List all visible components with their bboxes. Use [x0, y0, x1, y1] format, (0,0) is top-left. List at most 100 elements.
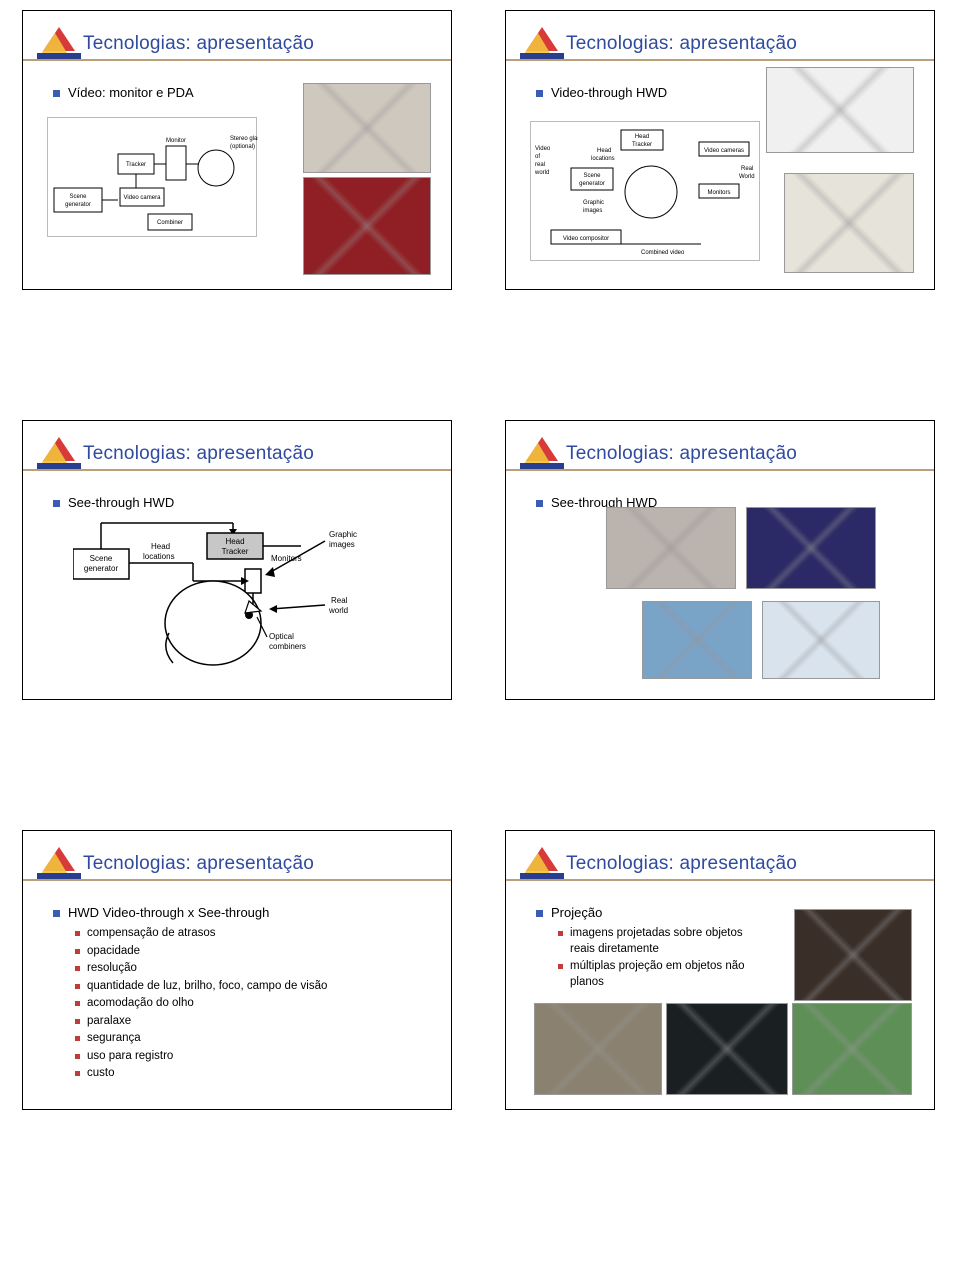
svg-text:Real: Real — [741, 166, 753, 172]
slide-title: Tecnologias: apresentação — [83, 443, 314, 465]
svg-text:Video camera: Video camera — [124, 195, 162, 201]
slide-1: Tecnologias: apresentação Vídeo: monitor… — [22, 10, 452, 290]
slide-3: Tecnologias: apresentação See-through HW… — [22, 420, 452, 700]
bullet-level2: opacidade — [75, 944, 431, 960]
slide-body: Projeção imagens projetadas sobre objeto… — [526, 897, 914, 1006]
svg-text:Monitors: Monitors — [271, 554, 302, 563]
bullet-level1: Projeção — [536, 905, 784, 920]
bullet-square-icon — [75, 1001, 80, 1006]
bullet-square-icon — [75, 1019, 80, 1024]
svg-text:Optical: Optical — [269, 632, 294, 641]
svg-text:Stereo glasses: Stereo glasses — [230, 136, 258, 142]
svg-text:generator: generator — [579, 181, 605, 187]
bullet-level2: resolução — [75, 961, 431, 977]
svg-text:Monitor: Monitor — [166, 138, 186, 144]
header-rule — [506, 59, 934, 61]
svg-text:Scene: Scene — [90, 554, 113, 563]
slide-2: Tecnologias: apresentação Video-through … — [505, 10, 935, 290]
bullet-square-icon — [536, 90, 543, 97]
svg-text:generator: generator — [84, 564, 119, 573]
svg-text:Head: Head — [151, 542, 170, 551]
bullet-text: resolução — [87, 961, 137, 977]
svg-text:Video: Video — [535, 146, 551, 152]
image-placeholder — [534, 1003, 662, 1095]
slide-title: Tecnologias: apresentação — [566, 853, 797, 875]
slide-header: Tecnologias: apresentação — [43, 439, 431, 487]
svg-text:locations: locations — [591, 156, 615, 162]
svg-text:Scene: Scene — [583, 173, 601, 179]
svg-text:Combined video: Combined video — [641, 250, 685, 256]
svg-text:generator: generator — [65, 202, 91, 208]
svg-text:Real: Real — [331, 596, 348, 605]
bullet-text: See-through HWD — [68, 495, 174, 510]
bullet-square-icon — [536, 500, 543, 507]
bullet-square-icon — [75, 984, 80, 989]
svg-text:world: world — [328, 606, 348, 615]
bullet-level2: compensação de atrasos — [75, 926, 431, 942]
slide-title: Tecnologias: apresentação — [566, 443, 797, 465]
slide-4: Tecnologias: apresentação See-through HW… — [505, 420, 935, 700]
svg-text:Graphic: Graphic — [329, 530, 357, 539]
svg-text:Tracker: Tracker — [222, 547, 249, 556]
svg-text:World: World — [739, 174, 755, 180]
svg-text:Head: Head — [225, 537, 244, 546]
bullet-square-icon — [53, 500, 60, 507]
slide-title: Tecnologias: apresentação — [566, 33, 797, 55]
svg-text:Video cameras: Video cameras — [704, 148, 744, 154]
slide-title: Tecnologias: apresentação — [83, 853, 314, 875]
image-placeholder — [642, 601, 752, 679]
svg-text:Graphic: Graphic — [583, 200, 604, 206]
svg-text:Video compositor: Video compositor — [563, 236, 609, 242]
bullet-square-icon — [75, 1054, 80, 1059]
svg-text:world: world — [534, 170, 549, 176]
slide-header: Tecnologias: apresentação — [43, 29, 431, 77]
bullet-text: custo — [87, 1066, 115, 1082]
bullet-text: Projeção — [551, 905, 602, 920]
bullet-square-icon — [75, 966, 80, 971]
bullet-text: uso para registro — [87, 1049, 173, 1065]
slide-6: Tecnologias: apresentação Projeção image… — [505, 830, 935, 1110]
bullet-level2: uso para registro — [75, 1049, 431, 1065]
image-placeholder — [666, 1003, 788, 1095]
bullet-text: quantidade de luz, brilho, foco, campo d… — [87, 979, 327, 995]
slide-body: See-through HWD — [43, 487, 431, 510]
bullet-square-icon — [75, 1071, 80, 1076]
diagram-placeholder: Head Tracker Head locations Video camera… — [530, 121, 760, 261]
image-placeholder — [303, 83, 431, 173]
bullet-square-icon — [558, 964, 563, 969]
header-rule — [506, 879, 934, 881]
bullet-text: imagens projetadas sobre objetos reais d… — [570, 926, 750, 957]
svg-text:Tracker: Tracker — [126, 162, 146, 168]
bullet-level2: imagens projetadas sobre objetos reais d… — [558, 926, 784, 957]
bullet-text: Vídeo: monitor e PDA — [68, 85, 194, 100]
image-placeholder — [766, 67, 914, 153]
bullet-level2: múltiplas projeção em objetos não planos — [558, 959, 784, 990]
svg-text:real: real — [535, 162, 545, 168]
slide-title: Tecnologias: apresentação — [83, 33, 314, 55]
slide-header: Tecnologias: apresentação — [526, 849, 914, 897]
diagram-placeholder: Scene generator Tracker Monitor Stereo g… — [47, 117, 257, 237]
slide-body: HWD Video-through x See-through compensa… — [43, 897, 431, 1082]
svg-text:Combiner: Combiner — [157, 220, 183, 226]
svg-text:Head: Head — [597, 148, 611, 154]
bullet-text: HWD Video-through x See-through — [68, 905, 269, 920]
image-placeholder — [303, 177, 431, 275]
header-rule — [23, 469, 451, 471]
slide-header: Tecnologias: apresentação — [43, 849, 431, 897]
bullet-level1: HWD Video-through x See-through — [53, 905, 431, 920]
image-placeholder — [606, 507, 736, 589]
svg-text:locations: locations — [143, 552, 175, 561]
bullet-square-icon — [75, 1036, 80, 1041]
bullet-square-icon — [558, 931, 563, 936]
bullet-square-icon — [75, 931, 80, 936]
image-placeholder — [784, 173, 914, 273]
bullet-text: múltiplas projeção em objetos não planos — [570, 959, 750, 990]
svg-text:images: images — [329, 540, 355, 549]
bullet-square-icon — [536, 910, 543, 917]
svg-text:Monitors: Monitors — [707, 190, 730, 196]
bullet-square-icon — [53, 90, 60, 97]
svg-text:(optional): (optional) — [230, 144, 255, 150]
bullet-level2: custo — [75, 1066, 431, 1082]
diagram-placeholder: Scene generator Head locations Head Trac… — [73, 513, 373, 681]
bullet-text: compensação de atrasos — [87, 926, 216, 942]
